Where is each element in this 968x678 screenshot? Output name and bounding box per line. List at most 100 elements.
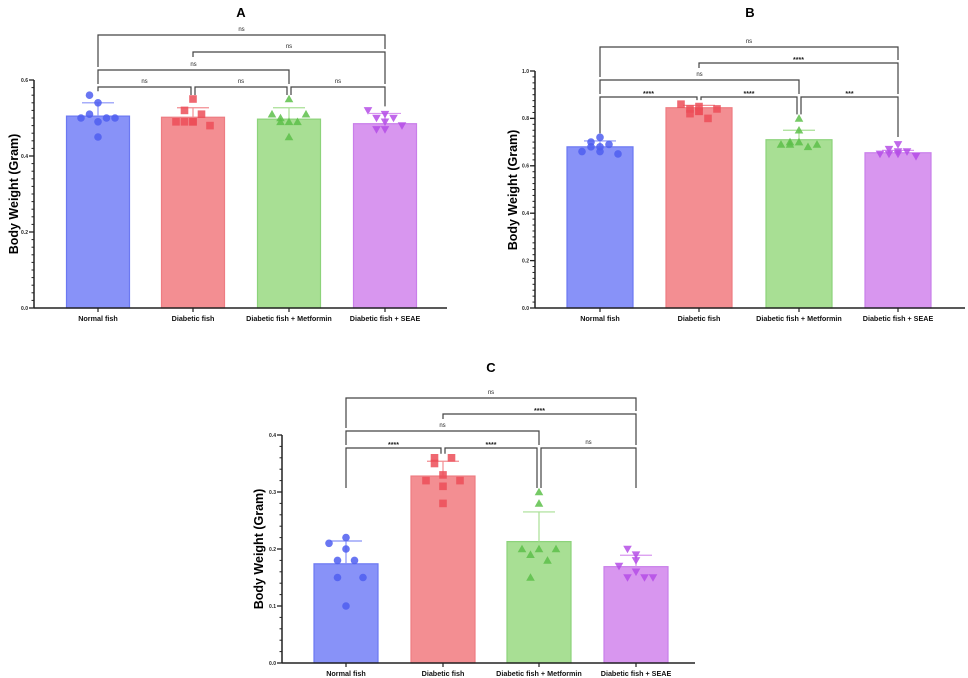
data-point: [284, 117, 294, 126]
data-point: [102, 114, 111, 122]
significance-label: ns: [141, 79, 147, 85]
data-point: [111, 114, 119, 122]
x-tick-label: Normal fish: [580, 314, 620, 323]
data-point: [422, 476, 430, 485]
data-point: [695, 107, 703, 116]
data-point: [534, 499, 544, 507]
y-axis-label: Body Weight (Gram): [252, 489, 266, 610]
data-point: [180, 106, 189, 115]
y-tick-label: 0.4: [522, 211, 529, 217]
data-point: [359, 573, 367, 582]
data-point: [596, 143, 604, 151]
data-point: [551, 544, 561, 553]
y-tick-label: 0.6: [522, 164, 529, 170]
x-tick-label: Diabetic fish: [678, 314, 721, 323]
data-point: [342, 602, 350, 610]
x-tick-label: Diabetic fish + SEAE: [601, 669, 672, 678]
data-point: [893, 141, 903, 149]
data-point: [389, 114, 398, 123]
data-point: [85, 110, 94, 118]
data-point: [447, 454, 456, 462]
x-tick-label: Diabetic fish: [422, 669, 465, 678]
x-tick-label: Diabetic fish + Metformin: [756, 314, 842, 323]
x-tick-label: Diabetic fish + Metformin: [246, 314, 332, 323]
panel-c: C Body Weight (Gram) 0.0 0.1 0.2 0.3 0.4 Normal…: [252, 360, 695, 678]
y-tick-label: 0.0: [522, 306, 529, 312]
significance-bracket: [540, 447, 637, 488]
y-axis-label: Body Weight (Gram): [506, 130, 520, 251]
bar-4: [603, 566, 669, 664]
significance-label: ****: [643, 91, 654, 98]
data-point: [713, 105, 721, 113]
x-tick-label: Normal fish: [78, 314, 118, 323]
y-tick-label: 0.4: [21, 154, 28, 160]
significance-label: ns: [238, 27, 244, 33]
x-tick-label: Normal fish: [326, 669, 366, 678]
data-point: [884, 145, 894, 154]
data-point: [180, 118, 189, 126]
significance-bracket: [194, 86, 288, 95]
data-point: [456, 476, 464, 485]
data-point: [85, 91, 94, 99]
data-point: [640, 574, 649, 582]
y-tick-label: 0.6: [21, 78, 28, 84]
data-point: [517, 544, 527, 553]
data-point: [875, 150, 885, 159]
significance-label: ns: [746, 39, 752, 45]
x-tick-label: Diabetic fish + SEAE: [350, 314, 421, 323]
data-point: [623, 545, 632, 554]
data-point: [785, 140, 795, 148]
data-point: [704, 114, 712, 123]
data-point: [284, 132, 294, 141]
data-point: [812, 140, 822, 148]
significance-label: ns: [238, 79, 244, 85]
bar-2: [665, 107, 733, 309]
significance-bracket: [97, 69, 290, 84]
significance-bracket: [599, 46, 899, 77]
data-point: [372, 114, 381, 123]
data-point: [631, 568, 641, 577]
y-tick-label: 0.2: [21, 230, 28, 236]
significance-bracket: [442, 413, 637, 445]
data-point: [893, 150, 903, 159]
data-point: [342, 533, 350, 542]
y-tick-label: 0.0: [269, 661, 276, 667]
data-point: [587, 138, 595, 146]
data-point: [534, 544, 544, 553]
data-point: [301, 109, 311, 118]
significance-bracket: [97, 86, 192, 95]
data-point: [172, 118, 180, 126]
data-point: [596, 133, 604, 142]
data-point: [631, 551, 641, 559]
data-point: [648, 574, 658, 582]
data-point: [380, 110, 390, 119]
data-point: [526, 550, 535, 558]
significance-label: ns: [488, 390, 494, 396]
y-axis-label: Body Weight (Gram): [7, 134, 21, 255]
data-point: [776, 140, 786, 148]
x-tick-label: Diabetic fish + Metformin: [496, 669, 582, 678]
data-point: [333, 573, 342, 582]
data-point: [77, 114, 85, 122]
significance-label: ns: [585, 440, 591, 446]
data-point: [794, 137, 804, 146]
bar-4: [352, 123, 418, 309]
y-tick-label: 0.1: [269, 604, 276, 610]
data-point: [372, 126, 381, 134]
y-tick-label: 1.0: [522, 69, 529, 75]
data-point: [189, 95, 197, 103]
significance-label: ***: [845, 91, 853, 98]
data-point: [430, 454, 439, 462]
data-point: [543, 556, 552, 564]
data-point: [686, 109, 694, 118]
significance-bracket: [700, 96, 798, 115]
data-point: [794, 125, 804, 134]
panel-title: A: [236, 5, 246, 20]
data-point: [380, 126, 390, 134]
data-point: [342, 545, 350, 553]
data-point: [534, 487, 544, 496]
significance-label: ****: [744, 91, 755, 98]
data-point: [677, 100, 685, 108]
data-point: [350, 556, 359, 565]
